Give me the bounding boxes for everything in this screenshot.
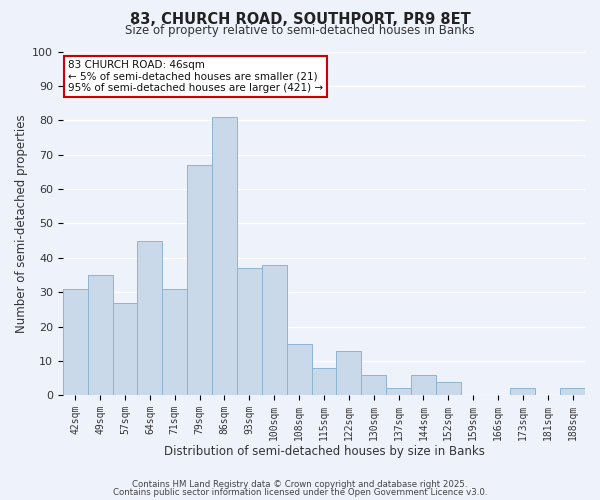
Bar: [361, 374, 386, 396]
Bar: [436, 382, 461, 396]
Bar: [88, 275, 113, 396]
Text: Contains public sector information licensed under the Open Government Licence v3: Contains public sector information licen…: [113, 488, 487, 497]
Bar: [137, 240, 163, 396]
Text: 83 CHURCH ROAD: 46sqm
← 5% of semi-detached houses are smaller (21)
95% of semi-: 83 CHURCH ROAD: 46sqm ← 5% of semi-detac…: [68, 60, 323, 94]
Bar: [187, 165, 212, 396]
Bar: [337, 350, 361, 396]
Bar: [163, 289, 187, 396]
Text: 83, CHURCH ROAD, SOUTHPORT, PR9 8ET: 83, CHURCH ROAD, SOUTHPORT, PR9 8ET: [130, 12, 470, 28]
Bar: [287, 344, 311, 396]
Bar: [237, 268, 262, 396]
Bar: [560, 388, 585, 396]
Bar: [63, 289, 88, 396]
Text: Size of property relative to semi-detached houses in Banks: Size of property relative to semi-detach…: [125, 24, 475, 37]
Y-axis label: Number of semi-detached properties: Number of semi-detached properties: [15, 114, 28, 332]
Bar: [311, 368, 337, 396]
Text: Contains HM Land Registry data © Crown copyright and database right 2025.: Contains HM Land Registry data © Crown c…: [132, 480, 468, 489]
X-axis label: Distribution of semi-detached houses by size in Banks: Distribution of semi-detached houses by …: [164, 444, 484, 458]
Bar: [411, 374, 436, 396]
Bar: [212, 117, 237, 396]
Bar: [386, 388, 411, 396]
Bar: [113, 302, 137, 396]
Bar: [511, 388, 535, 396]
Bar: [262, 264, 287, 396]
